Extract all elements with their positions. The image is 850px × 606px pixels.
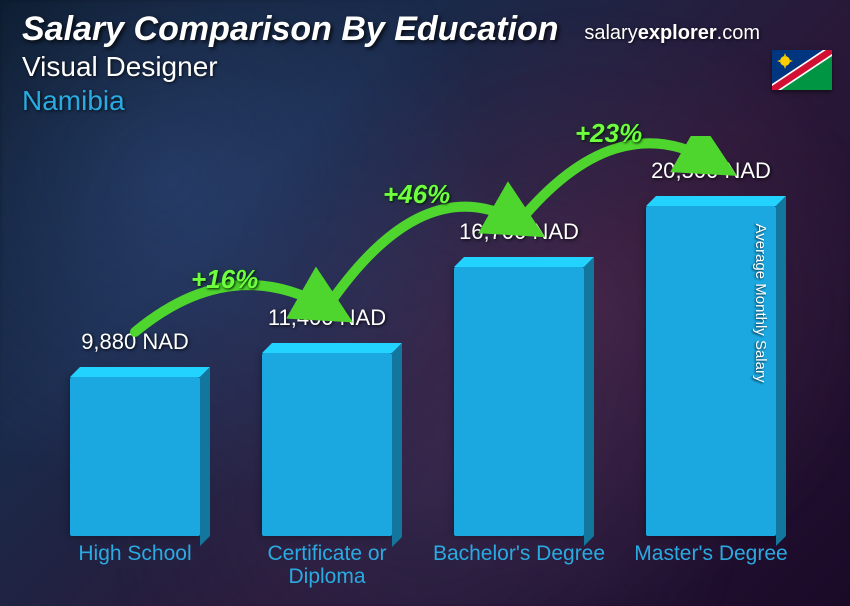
y-axis-label: Average Monthly Salary <box>752 224 769 383</box>
chart-subtitle: Visual Designer <box>22 51 559 83</box>
bar-value-label: 9,880 NAD <box>55 329 215 355</box>
chart-title: Salary Comparison By Education <box>22 10 559 49</box>
namibia-flag-icon <box>772 50 832 90</box>
watermark: salaryexplorer.com <box>584 22 760 45</box>
bar-value-label: 11,400 NAD <box>247 305 407 331</box>
bar-category-label: Certificate or Diploma <box>237 542 417 588</box>
watermark-bold: explorer <box>638 22 717 44</box>
bar-group: 16,700 NADBachelor's Degree <box>454 267 584 536</box>
watermark-suffix: .com <box>717 22 760 44</box>
bar <box>454 267 584 536</box>
bar-category-label: Master's Degree <box>621 542 801 565</box>
bar-group: 9,880 NADHigh School <box>70 377 200 536</box>
bar-group: 11,400 NADCertificate or Diploma <box>262 353 392 537</box>
increase-pct-label: +23% <box>575 118 642 149</box>
bar-chart: 9,880 NADHigh School11,400 NADCertificat… <box>40 136 800 586</box>
increase-pct-label: +46% <box>383 179 450 210</box>
bar <box>262 353 392 537</box>
header: Salary Comparison By Education Visual De… <box>22 10 559 117</box>
bar-value-label: 20,500 NAD <box>631 158 791 184</box>
bar-value-label: 16,700 NAD <box>439 219 599 245</box>
bar-category-label: High School <box>45 542 225 565</box>
chart-country: Namibia <box>22 85 559 117</box>
bar-category-label: Bachelor's Degree <box>429 542 609 565</box>
bar <box>70 377 200 536</box>
watermark-prefix: salary <box>584 22 637 44</box>
increase-pct-label: +16% <box>191 264 258 295</box>
